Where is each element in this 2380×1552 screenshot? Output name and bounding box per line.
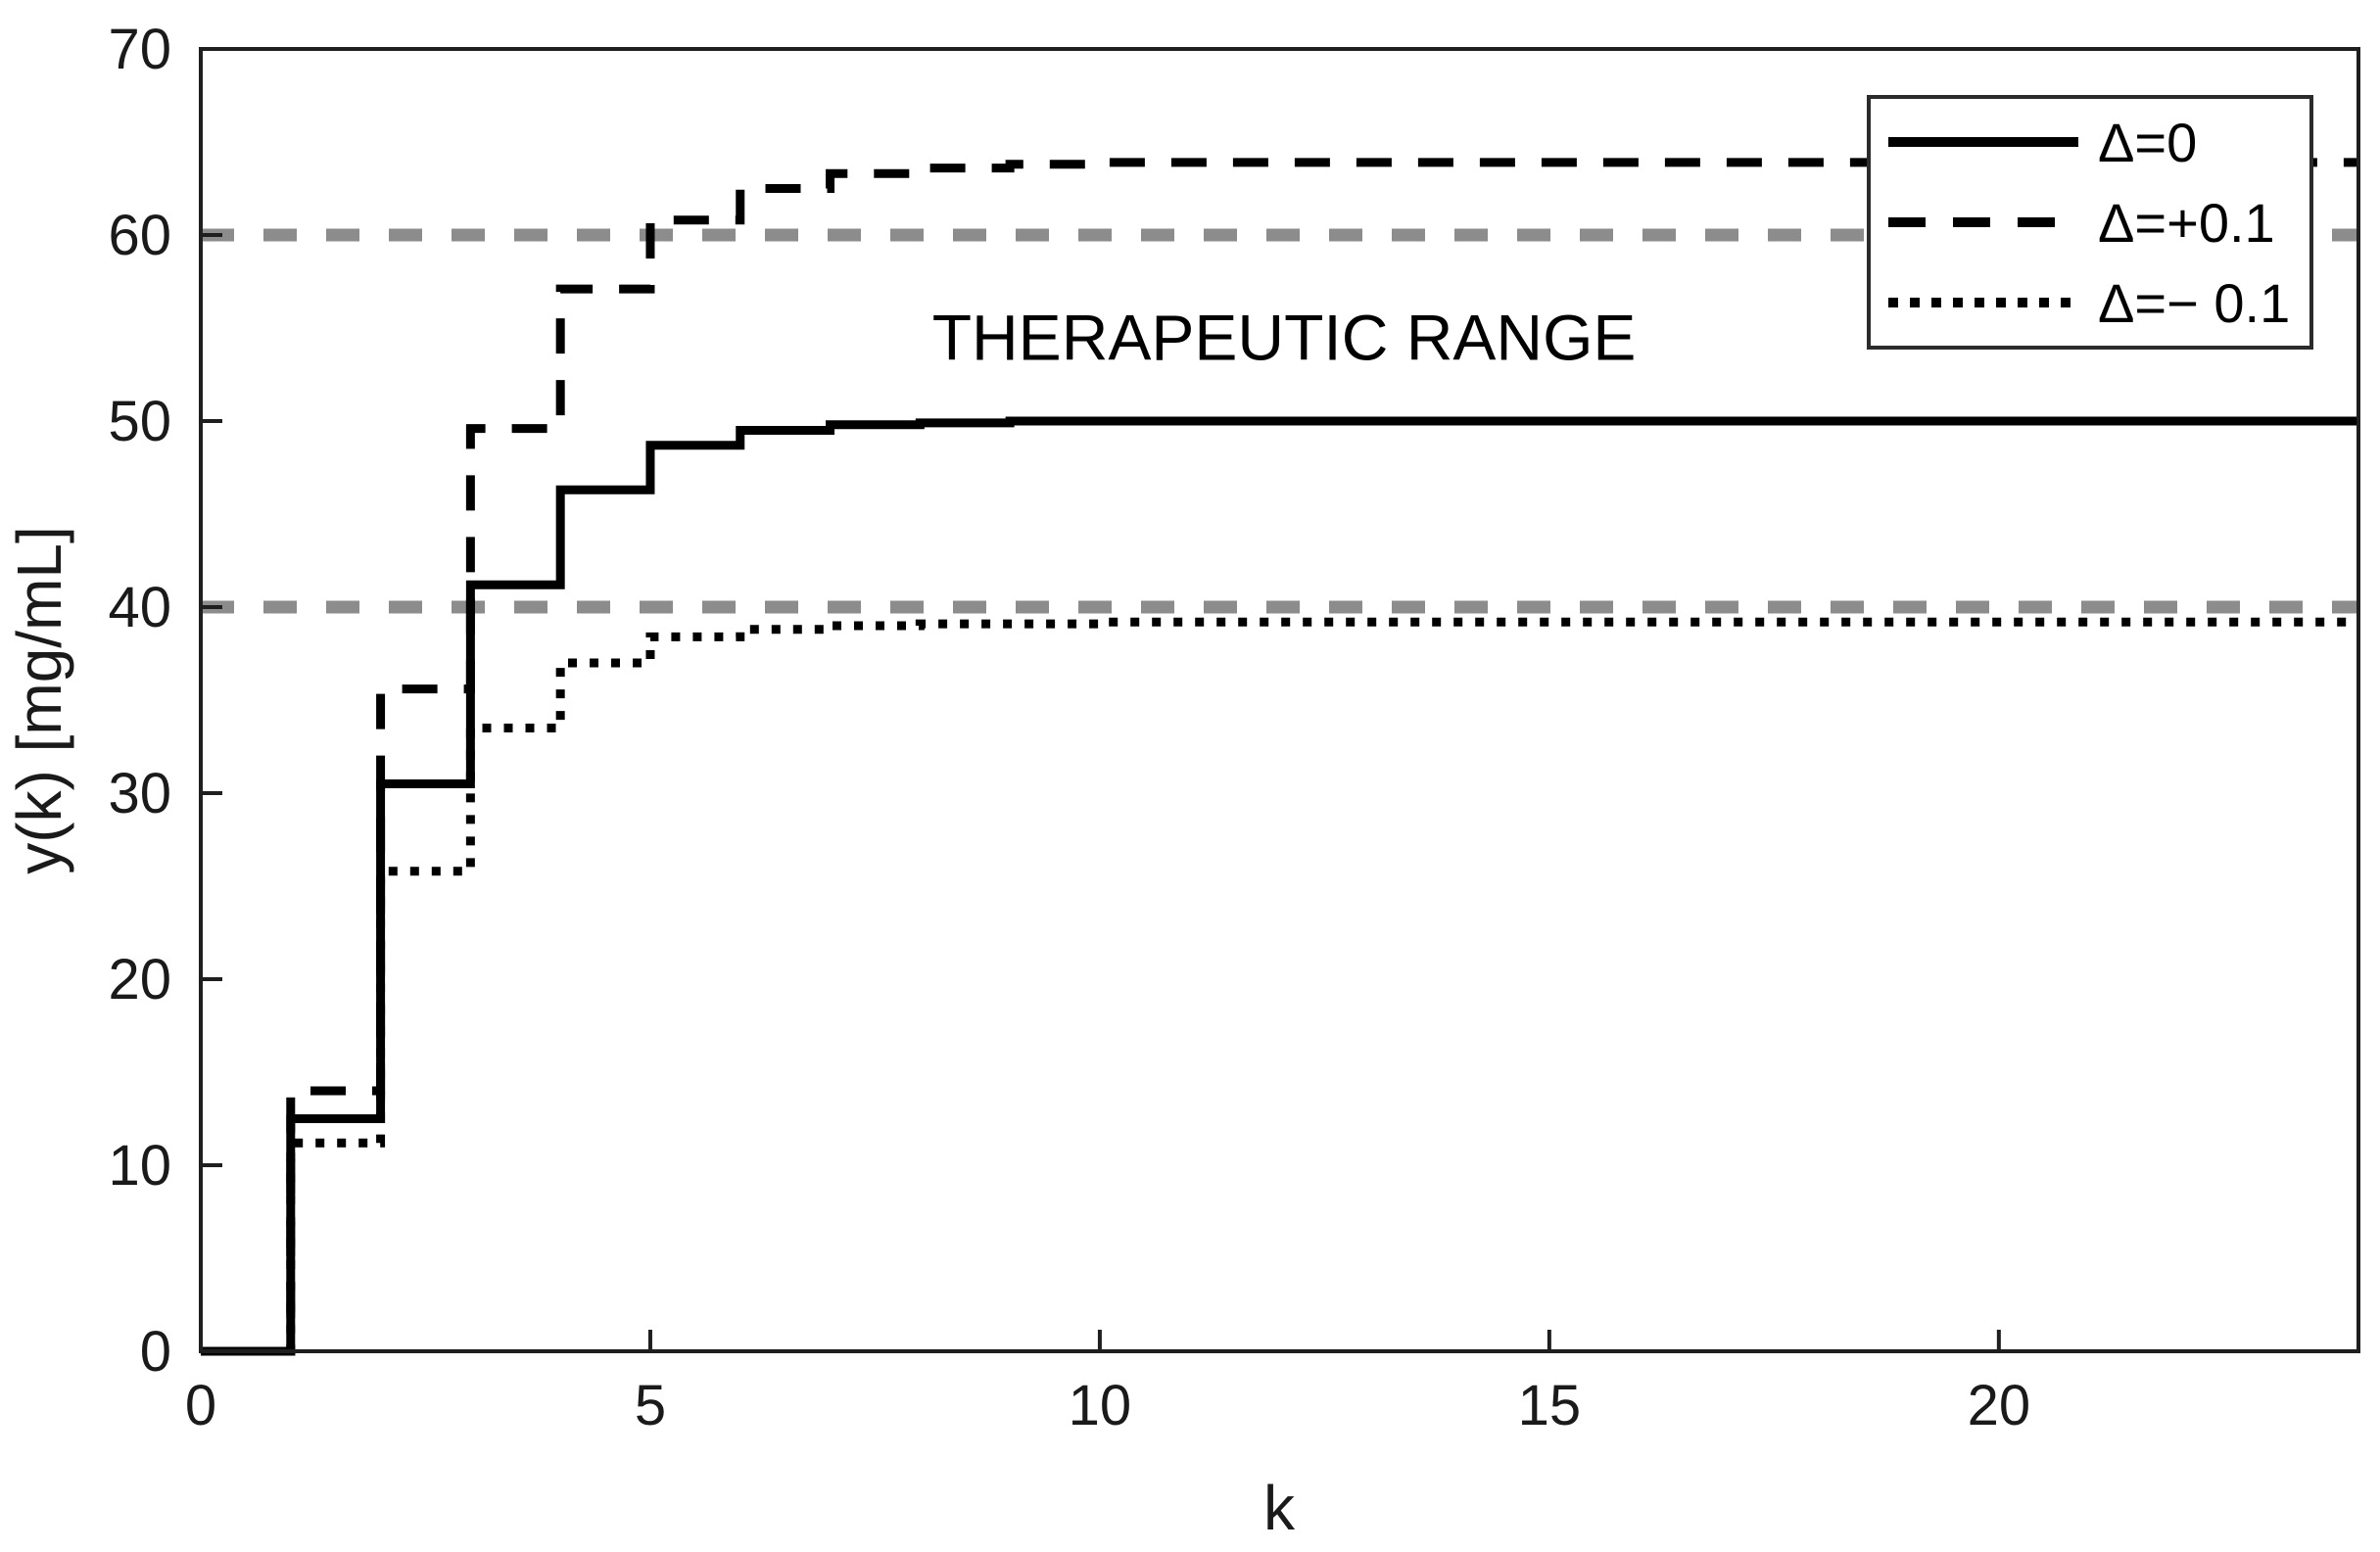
x-axis-label: k	[1263, 1473, 1296, 1543]
series-line-delta-minus-0.1	[201, 617, 2358, 1356]
y-axis-label: y(k) [mg/mL]	[4, 526, 74, 874]
x-axis-ticks: 0 5 10 15 20	[185, 1330, 2030, 1437]
x-tick-label: 20	[1968, 1374, 2031, 1437]
x-tick-label: 15	[1518, 1374, 1582, 1437]
series-group	[201, 158, 2358, 1356]
x-tick-label: 5	[635, 1374, 666, 1437]
y-tick-label: 60	[108, 204, 171, 267]
y-tick-label: 70	[108, 18, 171, 81]
legend-label-delta-minus: Δ=− 0.1	[2098, 272, 2290, 334]
y-tick-label: 0	[140, 1320, 171, 1384]
plot-box-border	[199, 47, 2360, 1353]
y-tick-label: 40	[108, 576, 171, 639]
therapeutic-range-label: THERAPEUTIC RANGE	[932, 301, 1637, 373]
x-tick-label: 0	[185, 1374, 216, 1437]
y-tick-label: 50	[108, 390, 171, 453]
legend-label-delta-plus: Δ=+0.1	[2098, 192, 2275, 254]
therapeutic-range-lines	[201, 228, 2358, 614]
legend: Δ=0 Δ=+0.1 Δ=− 0.1	[1867, 95, 2313, 350]
y-tick-label: 10	[108, 1134, 171, 1198]
series-line-delta-plus-0.1	[201, 158, 2358, 1356]
legend-label-delta-0: Δ=0	[2098, 112, 2197, 173]
y-tick-label: 20	[108, 948, 171, 1011]
x-tick-label: 10	[1069, 1374, 1132, 1437]
y-axis-ticks: 0 10 20 30 40 50 60 70	[108, 18, 222, 1384]
y-tick-label: 30	[108, 762, 171, 825]
